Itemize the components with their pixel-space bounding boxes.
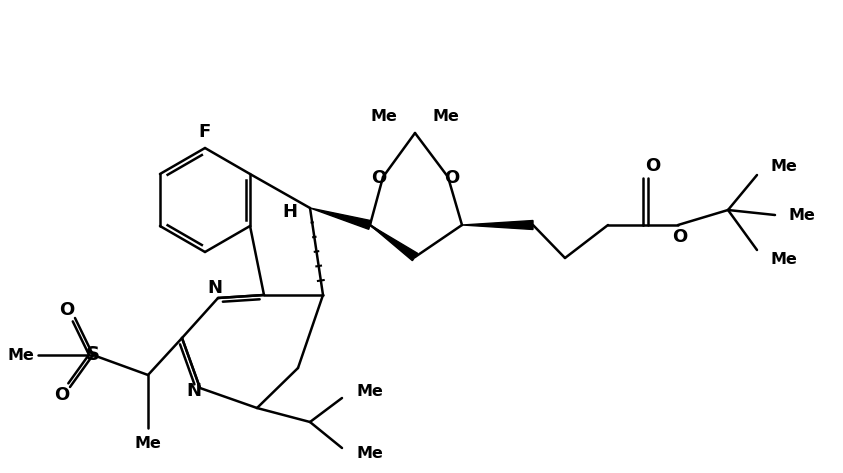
Text: Me: Me	[770, 158, 797, 174]
Text: O: O	[372, 169, 387, 187]
Text: Me: Me	[370, 108, 397, 123]
Text: Me: Me	[433, 108, 460, 123]
Text: Me: Me	[356, 385, 383, 400]
Text: O: O	[673, 228, 688, 246]
Text: N: N	[207, 279, 223, 297]
Text: O: O	[55, 386, 70, 404]
Polygon shape	[462, 220, 533, 229]
Text: Me: Me	[788, 208, 815, 222]
Text: Me: Me	[770, 252, 797, 266]
Text: H: H	[282, 203, 298, 221]
Text: O: O	[646, 157, 661, 175]
Text: F: F	[199, 123, 211, 141]
Text: Me: Me	[7, 348, 34, 362]
Text: N: N	[186, 382, 201, 400]
Text: O: O	[59, 301, 75, 319]
Polygon shape	[370, 225, 417, 261]
Text: Me: Me	[135, 437, 162, 452]
Text: Me: Me	[356, 447, 383, 462]
Text: O: O	[444, 169, 459, 187]
Polygon shape	[310, 208, 371, 229]
Text: S: S	[86, 345, 100, 365]
